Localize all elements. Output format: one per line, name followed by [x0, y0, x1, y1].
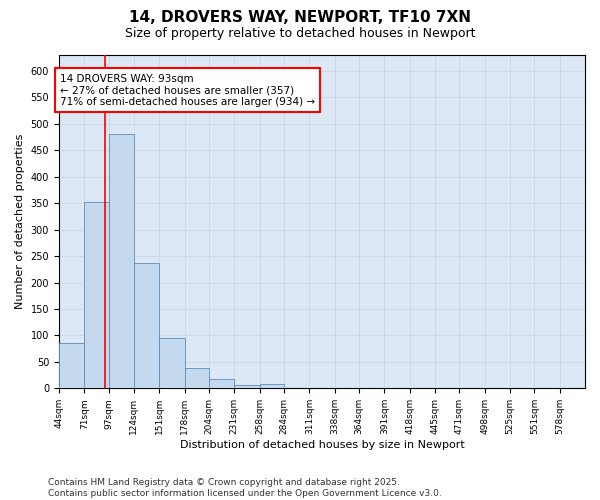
Bar — [84, 202, 109, 388]
Bar — [260, 384, 284, 388]
Text: Size of property relative to detached houses in Newport: Size of property relative to detached ho… — [125, 28, 475, 40]
Y-axis label: Number of detached properties: Number of detached properties — [15, 134, 25, 310]
Text: 14, DROVERS WAY, NEWPORT, TF10 7XN: 14, DROVERS WAY, NEWPORT, TF10 7XN — [129, 10, 471, 25]
Bar — [109, 134, 134, 388]
Bar — [134, 263, 159, 388]
Text: 14 DROVERS WAY: 93sqm
← 27% of detached houses are smaller (357)
71% of semi-det: 14 DROVERS WAY: 93sqm ← 27% of detached … — [60, 74, 315, 106]
Text: Contains HM Land Registry data © Crown copyright and database right 2025.
Contai: Contains HM Land Registry data © Crown c… — [48, 478, 442, 498]
Bar — [209, 379, 234, 388]
X-axis label: Distribution of detached houses by size in Newport: Distribution of detached houses by size … — [179, 440, 464, 450]
Bar — [185, 368, 209, 388]
Bar — [59, 344, 84, 388]
Bar — [234, 385, 260, 388]
Bar — [159, 338, 185, 388]
